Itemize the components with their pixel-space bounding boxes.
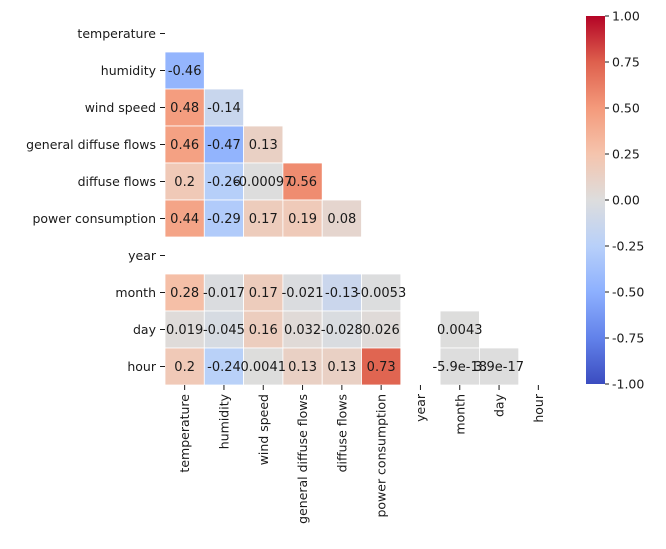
cell-value-label: 0.17: [249, 212, 278, 227]
heatmap-cell-general-diffuse-flows-wind-speed: [243, 125, 284, 164]
colorbar-tick-label: -1.00: [612, 377, 644, 392]
cell-value-label: 0.44: [170, 212, 199, 227]
x-tick-label-general-diffuse-flows: general diffuse flows: [295, 394, 310, 524]
cell-value-label: 0.0043: [437, 323, 483, 338]
y-tick-label-general-diffuse-flows: general diffuse flows: [26, 137, 156, 152]
cell-value-label: 3.9e-17: [474, 360, 524, 375]
x-tick-label-power-consumption: power consumption: [374, 394, 389, 518]
heatmap-cell-month-general-diffuse-flows: [282, 273, 323, 312]
heatmap-cell-power-consumption-diffuse-flows: [321, 199, 362, 238]
cell-value-label: -0.13: [325, 286, 359, 301]
cell-value-label: -0.24: [207, 360, 241, 375]
cell-value-label: -0.021: [282, 286, 324, 301]
y-tick-label-humidity: humidity: [101, 63, 157, 78]
colorbar: -1.00 -0.75 -0.50 -0.25 0.00 0.25 0.50 0.75 1.00: [586, 9, 644, 392]
cell-value-label: 0.13: [288, 360, 317, 375]
cell-value-label: 0.17: [249, 286, 278, 301]
cell-value-label: 0.13: [327, 360, 356, 375]
cell-value-label: 0.48: [170, 101, 199, 116]
cell-value-label: -0.47: [207, 138, 241, 153]
colorbar-tick-label: 1.00: [612, 9, 640, 24]
heatmap-cell-power-consumption-humidity: [203, 199, 245, 238]
y-tick-label-power-consumption: power consumption: [32, 211, 156, 226]
heatmap-cell-day-month: [439, 310, 480, 349]
y-tick-label-temperature: temperature: [77, 26, 156, 41]
heatmap-cell-month-power-consumption: [361, 273, 402, 312]
cell-value-label: -0.26: [207, 175, 241, 190]
heatmap-cell-wind-speed-humidity: [203, 88, 245, 127]
colorbar-tick-label: 0.50: [612, 101, 640, 116]
heatmap-cell-hour-day: [478, 347, 520, 386]
cell-value-label: -0.0053: [356, 286, 406, 301]
heatmap-cell-humidity-temperature: [164, 51, 205, 90]
cell-value-label: -0.14: [207, 101, 241, 116]
heatmap-cell-day-temperature: [164, 310, 205, 349]
y-tick-label-day: day: [133, 322, 157, 337]
y-tick-label-wind-speed: wind speed: [85, 100, 156, 115]
x-tick-label-temperature: temperature: [177, 394, 192, 473]
colorbar-tick-label: -0.50: [612, 285, 644, 300]
colorbar-tick-label: 0.00: [612, 193, 640, 208]
y-tick-label-hour: hour: [127, 359, 156, 374]
cell-value-label: 0.2: [174, 360, 195, 375]
cell-value-label: 0.13: [249, 138, 278, 153]
y-tick-label-year: year: [128, 248, 157, 263]
cell-value-label: 0.019: [166, 323, 203, 338]
cell-value-label: 0.28: [170, 286, 199, 301]
colorbar-gradient: [586, 16, 605, 384]
x-tick-label-day: day: [492, 393, 507, 417]
colorbar-tick-label: 0.25: [612, 147, 640, 162]
x-tick-label-year: year: [413, 393, 428, 422]
x-tick-label-humidity: humidity: [216, 393, 231, 449]
x-tick-label-wind-speed: wind speed: [256, 394, 271, 465]
x-tick-label-hour: hour: [531, 393, 546, 422]
x-axis: temperature humidity wind speed general dif…: [177, 385, 546, 524]
cell-value-label: -0.028: [321, 323, 363, 338]
x-tick-label-diffuse-flows: diffuse flows: [334, 394, 349, 472]
y-tick-label-month: month: [115, 285, 156, 300]
heatmap-cell-power-consumption-general-diffuse-flows: [282, 199, 323, 238]
heatmap-cell-wind-speed-temperature: [164, 88, 205, 127]
heatmap-cell-diffuse-flows-humidity: [203, 162, 245, 201]
heatmap-cell-day-power-consumption: [361, 310, 402, 349]
heatmap-cells: [164, 51, 520, 386]
heatmap-cell-hour-wind-speed: [243, 347, 284, 386]
heatmap-cell-labels: -0.460.48 -0.140.46 -0.47 0.130.2 -0.26-0.00…: [166, 64, 524, 375]
x-tick-label-month: month: [452, 394, 467, 435]
cell-value-label: 0.19: [288, 212, 317, 227]
cell-value-label: -5.9e-18: [432, 360, 487, 375]
cell-value-label: -0.46: [168, 64, 202, 79]
cell-value-label: 0.026: [363, 323, 400, 338]
cell-value-label: 0.08: [327, 212, 356, 227]
cell-value-label: 0.46: [170, 138, 199, 153]
y-axis: temperature humidity wind speed general dif…: [26, 26, 165, 374]
cell-value-label: 0.032: [284, 323, 321, 338]
heatmap-cell-day-humidity: [203, 310, 245, 349]
cell-value-label: 0.56: [288, 175, 317, 190]
cell-value-label: 0.0041: [241, 360, 287, 375]
colorbar-tick-label: 0.75: [612, 55, 640, 70]
heatmap-cell-month-diffuse-flows: [321, 273, 362, 312]
cell-value-label: -0.017: [203, 286, 245, 301]
cell-value-label: 0.16: [249, 323, 278, 338]
cell-value-label: -0.00097: [234, 175, 292, 190]
colorbar-tick-label: -0.75: [612, 331, 644, 346]
heatmap-cell-power-consumption-wind-speed: [243, 199, 284, 238]
heatmap-cell-month-humidity: [203, 273, 245, 312]
heatmap-cell-hour-temperature: [164, 347, 205, 386]
cell-value-label: 0.73: [367, 360, 396, 375]
cell-value-label: 0.2: [174, 175, 195, 190]
y-tick-label-diffuse-flows: diffuse flows: [78, 174, 156, 189]
heatmap-cell-diffuse-flows-general-diffuse-flows: [282, 162, 323, 201]
cell-value-label: -0.29: [207, 212, 241, 227]
heatmap-cell-month-wind-speed: [243, 273, 284, 312]
colorbar-tick-label: -0.25: [612, 239, 644, 254]
cell-value-label: -0.045: [203, 323, 245, 338]
